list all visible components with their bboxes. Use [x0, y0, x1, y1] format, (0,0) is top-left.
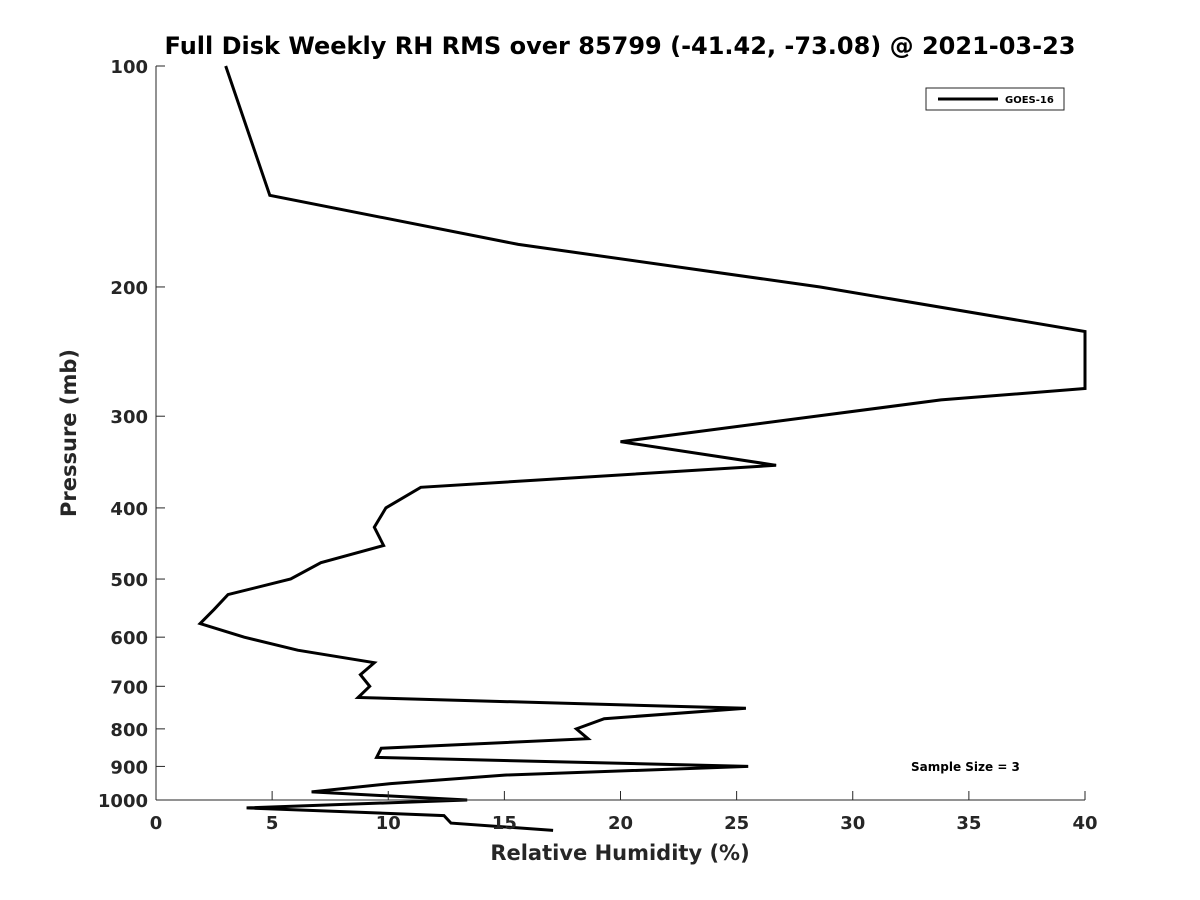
legend: GOES-16	[925, 87, 1065, 111]
x-tick-label: 20	[608, 813, 633, 834]
y-tick-label: 600	[110, 628, 148, 649]
sample-size-annotation: Sample Size = 3	[911, 760, 1020, 774]
x-axis-ticks: 0 5 10 15 20 25 30 35 40	[150, 791, 1098, 834]
y-axis-ticks: 100 200 300 400 500 600 700 800 900 1000	[98, 57, 165, 812]
y-tick-label: 1000	[98, 791, 148, 812]
legend-label-goes-16: GOES-16	[1005, 95, 1054, 106]
x-tick-label: 35	[956, 813, 981, 834]
y-tick-label: 800	[110, 720, 148, 741]
plot-box	[156, 66, 1085, 800]
series-line-goes-16	[197, 65, 1087, 832]
x-tick-label: 40	[1072, 813, 1097, 834]
x-axis-label: Relative Humidity (%)	[490, 841, 749, 865]
y-axis-label: Pressure (mb)	[57, 349, 81, 517]
x-tick-label: 30	[840, 813, 865, 834]
x-tick-label: 10	[376, 813, 401, 834]
y-tick-label: 300	[110, 407, 148, 428]
chart-title: Full Disk Weekly RH RMS over 85799 (-41.…	[165, 32, 1076, 60]
x-tick-label: 25	[724, 813, 749, 834]
x-tick-label: 5	[266, 813, 279, 834]
y-tick-label: 400	[110, 499, 148, 520]
x-tick-label: 0	[150, 813, 163, 834]
y-tick-label: 200	[110, 278, 148, 299]
series-layer	[197, 65, 1087, 832]
y-tick-label: 100	[110, 57, 148, 78]
y-tick-label: 900	[110, 757, 148, 778]
plot-area: 0 5 10 15 20 25 30 35 40 100 200 300 400 500 600 700 80…	[98, 57, 1098, 834]
x-tick-label: 15	[492, 813, 517, 834]
y-tick-label: 700	[110, 677, 148, 698]
y-tick-label: 500	[110, 570, 148, 591]
